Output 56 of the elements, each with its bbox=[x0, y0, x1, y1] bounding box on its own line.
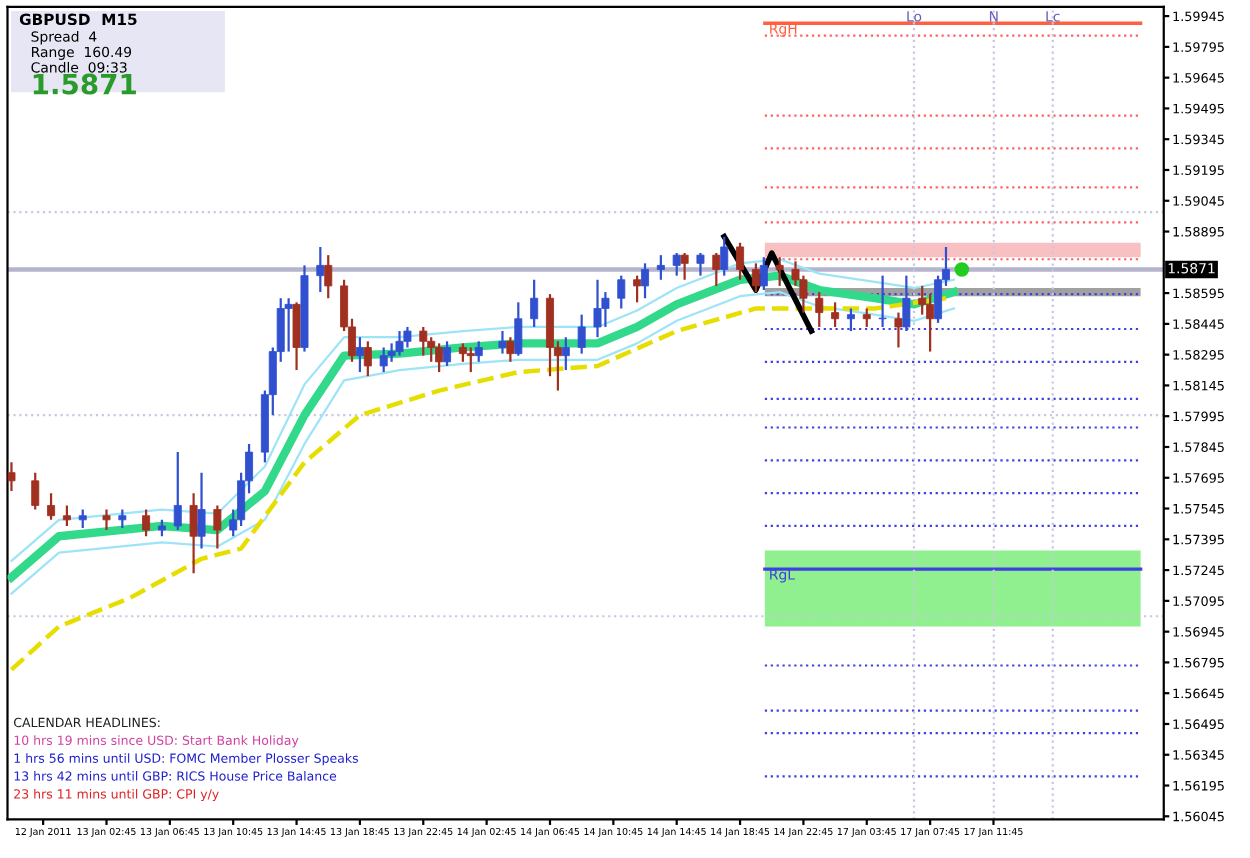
candlestick bbox=[680, 251, 689, 281]
candlestick bbox=[355, 336, 364, 374]
candlestick bbox=[902, 274, 911, 333]
candlestick bbox=[736, 241, 745, 281]
candlestick bbox=[316, 245, 325, 294]
candlestick bbox=[775, 256, 784, 288]
line-series bbox=[9, 296, 949, 672]
candlestick bbox=[419, 325, 428, 357]
candlestick bbox=[514, 301, 523, 357]
candlestick bbox=[530, 278, 539, 329]
candlestick bbox=[395, 329, 404, 357]
candlestick bbox=[878, 274, 887, 329]
candlestick bbox=[292, 301, 301, 372]
candlestick bbox=[815, 290, 824, 329]
candlestick bbox=[474, 340, 483, 363]
candlestick bbox=[197, 471, 206, 550]
candlestick bbox=[641, 262, 650, 300]
candlestick bbox=[759, 256, 768, 292]
candlestick bbox=[443, 340, 452, 368]
candlestick bbox=[78, 508, 87, 530]
candlestick bbox=[720, 235, 729, 277]
candlestick bbox=[561, 336, 570, 372]
candlestick bbox=[926, 293, 935, 353]
candlestick bbox=[712, 251, 721, 288]
candlestick bbox=[466, 346, 475, 374]
candlestick bbox=[324, 254, 333, 300]
candlestick bbox=[633, 274, 642, 304]
candlestick bbox=[173, 451, 182, 532]
candlestick bbox=[189, 492, 198, 575]
candlestick bbox=[751, 262, 760, 294]
annotation: 1.5871 bbox=[33, 73, 136, 95]
candlestick bbox=[379, 346, 388, 374]
candlestick bbox=[846, 307, 855, 333]
candlestick bbox=[47, 492, 56, 521]
candlestick bbox=[894, 311, 903, 349]
line-series bbox=[721, 233, 815, 334]
candlestick bbox=[102, 508, 111, 532]
candlestick bbox=[831, 301, 840, 329]
candlestick bbox=[31, 471, 40, 511]
candlestick bbox=[617, 274, 626, 310]
candlestick bbox=[363, 340, 372, 378]
candlestick bbox=[672, 251, 681, 277]
candlestick bbox=[593, 278, 602, 339]
candlestick bbox=[498, 329, 507, 355]
candlestick bbox=[696, 251, 705, 277]
candlestick bbox=[506, 336, 515, 363]
candlestick bbox=[62, 504, 71, 528]
candlestick bbox=[7, 461, 16, 493]
candlestick bbox=[213, 504, 222, 550]
candlestick bbox=[656, 254, 665, 281]
candlestick bbox=[118, 508, 127, 530]
candlestick bbox=[142, 508, 151, 538]
candlestick bbox=[435, 342, 444, 374]
candlestick bbox=[577, 313, 586, 355]
candlestick bbox=[403, 325, 412, 349]
candlestick bbox=[862, 307, 871, 329]
